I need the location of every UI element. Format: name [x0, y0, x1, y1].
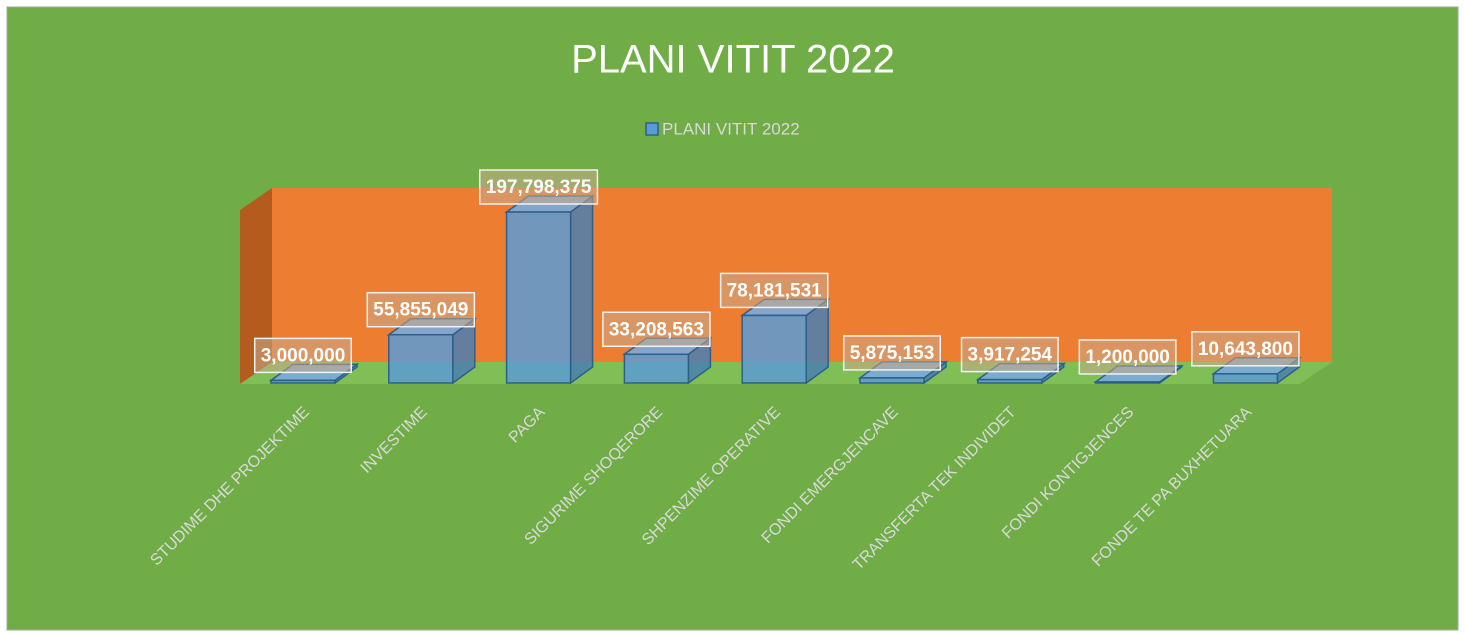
bar: [623, 353, 690, 384]
data-label-box: [960, 336, 1059, 373]
bar: [270, 379, 336, 384]
data-label-group: 33,208,563: [602, 311, 711, 348]
data-label-group: 197,798,375: [479, 169, 599, 205]
data-label-box: [602, 311, 711, 348]
bar: [741, 314, 807, 384]
data-label: 197,798,375: [486, 177, 592, 198]
data-label-box: [253, 337, 353, 374]
data-label-group: 3,000,000: [253, 337, 353, 374]
data-label: 33,208,563: [609, 319, 704, 340]
data-label: 1,200,000: [1085, 347, 1170, 368]
data-label-box: [719, 272, 829, 309]
bar: [388, 333, 454, 384]
data-label-group: 78,181,531: [719, 272, 829, 309]
data-label-group: 3,917,254: [960, 336, 1059, 373]
data-label: 10,643,800: [1198, 339, 1293, 360]
side-wall: [240, 188, 272, 384]
data-label: 55,855,049: [373, 300, 468, 321]
data-label-box: [842, 335, 942, 371]
data-label-box: [1078, 339, 1177, 375]
data-label-box: [1191, 331, 1300, 367]
bar-group: [386, 317, 478, 385]
data-label: 78,181,531: [727, 280, 823, 301]
legend-label: PLANI VITIT 2022: [662, 119, 800, 138]
legend-swatch: [645, 122, 659, 136]
data-label-box: [479, 169, 599, 205]
data-label: 3,917,254: [968, 345, 1053, 366]
bar-group: [504, 194, 595, 385]
bar: [1094, 381, 1161, 384]
data-label-group: 5,875,153: [842, 335, 942, 371]
legend: PLANI VITIT 2022: [645, 119, 800, 138]
data-label: 5,875,153: [850, 343, 935, 364]
bar: [505, 211, 572, 384]
bar-group: [739, 297, 831, 385]
data-label: 3,000,000: [261, 345, 346, 366]
bar: [977, 378, 1043, 384]
chart-title: PLANI VITIT 2022: [571, 38, 895, 82]
data-label-group: 55,855,049: [366, 291, 476, 328]
bar: [859, 377, 925, 384]
bar-side: [569, 194, 594, 385]
bar: [1212, 373, 1279, 384]
data-label-box: [366, 291, 476, 328]
data-label-group: 10,643,800: [1191, 331, 1300, 367]
data-label-group: 1,200,000: [1078, 339, 1177, 375]
